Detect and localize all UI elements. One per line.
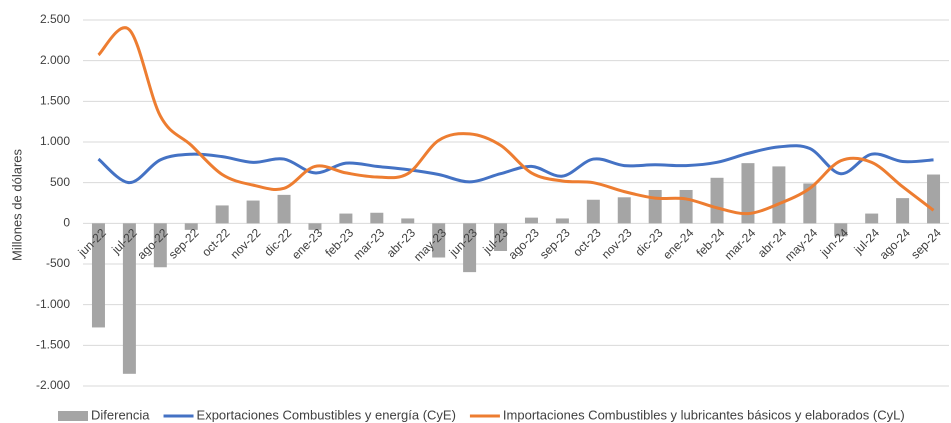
bar (772, 166, 786, 224)
legend-label: Diferencia (91, 407, 150, 422)
y-tick-label: -1.500 (36, 338, 70, 352)
y-tick-label: -1.000 (36, 297, 70, 311)
bar (617, 197, 631, 224)
bar (896, 198, 910, 224)
x-tick-label: ene-23 (289, 226, 326, 263)
line (97, 26, 935, 216)
bar (648, 189, 662, 224)
x-tick-label: ago-24 (877, 226, 914, 263)
bar (308, 223, 322, 230)
bar (215, 205, 229, 224)
bar (339, 213, 353, 224)
bar (555, 218, 569, 224)
y-tick-label: -2.000 (36, 378, 70, 392)
bar (370, 212, 384, 224)
x-tick-label: sep-23 (537, 226, 573, 262)
bar (184, 223, 198, 230)
bar (524, 217, 538, 224)
x-tick-label: nov-22 (228, 226, 264, 262)
bar (432, 223, 446, 258)
x-tick-label: ene-24 (660, 226, 697, 263)
bar (122, 223, 136, 374)
bar (401, 218, 415, 224)
bar (91, 223, 105, 328)
bar (865, 213, 879, 224)
x-tick-label: sep-22 (166, 226, 202, 262)
bar (927, 174, 941, 224)
legend-label: Exportaciones Combustibles y energía (Cy… (197, 407, 456, 422)
bar (679, 189, 693, 224)
y-tick-label: 1.500 (40, 94, 70, 108)
x-tick-label: sep-24 (908, 226, 944, 262)
x-tick-label: oct-23 (570, 226, 604, 260)
bar (277, 194, 291, 224)
x-tick-label: oct-22 (199, 226, 233, 260)
bar (710, 177, 724, 224)
bar (494, 223, 508, 251)
bar (834, 223, 848, 237)
line (97, 144, 934, 185)
y-tick-label: 1.000 (40, 134, 70, 148)
y-axis-title: Millones de dólares (9, 149, 24, 262)
y-tick-label: 2.500 (40, 12, 70, 26)
x-tick-label: nov-23 (599, 226, 635, 262)
x-tick-label: may-24 (782, 226, 820, 264)
legend-label: Importaciones Combustibles y lubricantes… (503, 407, 905, 422)
legend-swatch (58, 411, 88, 421)
bar (463, 223, 477, 273)
bar (153, 223, 167, 268)
y-tick-label: 2.000 (40, 53, 70, 67)
y-tick-label: -500 (46, 256, 70, 270)
x-tick-label: mar-23 (350, 226, 387, 263)
bar (741, 163, 755, 224)
y-tick-label: 500 (50, 175, 70, 189)
y-tick-label: 0 (63, 216, 70, 230)
bar (246, 200, 260, 224)
bar (586, 199, 600, 224)
x-tick-label: ago-23 (506, 226, 543, 263)
x-tick-label: mar-24 (722, 226, 759, 263)
bar (803, 183, 817, 224)
